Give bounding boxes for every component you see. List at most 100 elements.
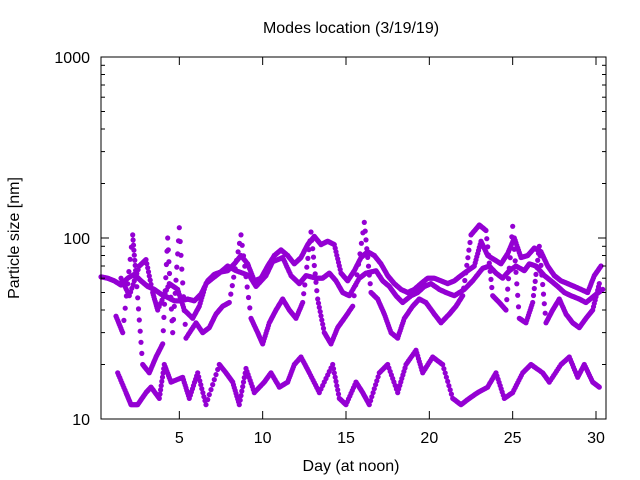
data-point: [335, 391, 342, 397]
data-point: [170, 316, 177, 323]
x-tick-label: 30: [587, 430, 605, 447]
data-point: [240, 379, 247, 385]
data-point: [156, 395, 162, 401]
data-point: [174, 264, 180, 270]
data-point: [511, 246, 517, 252]
data-point: [537, 253, 543, 259]
data-point: [460, 293, 466, 299]
data-point: [448, 391, 454, 397]
data-point: [311, 262, 317, 269]
data-point: [466, 247, 472, 253]
data-point: [308, 229, 314, 235]
data-point: [304, 264, 310, 270]
data-point: [146, 273, 152, 279]
data-point: [317, 309, 323, 315]
data-point: [315, 296, 321, 302]
data-point: [600, 286, 606, 292]
data-point: [530, 292, 537, 299]
data-point: [320, 325, 327, 331]
data-point: [365, 254, 371, 260]
data-point: [363, 237, 369, 243]
data-point: [159, 374, 166, 380]
data-point: [355, 261, 362, 267]
data-point: [143, 257, 149, 263]
data-point: [362, 228, 368, 234]
data-point: [365, 263, 372, 269]
data-point: [130, 232, 136, 238]
data-point: [503, 307, 509, 313]
data-point: [357, 251, 363, 257]
data-point: [540, 281, 546, 288]
data-point: [147, 277, 153, 283]
data-point: [484, 236, 490, 242]
data-point: [244, 284, 250, 290]
data-point: [208, 387, 214, 393]
data-point: [130, 237, 136, 243]
data-point: [126, 269, 132, 275]
data-point: [241, 375, 247, 381]
data-point: [485, 244, 491, 250]
data-point: [542, 310, 548, 316]
data-point: [200, 390, 206, 396]
data-point: [161, 301, 168, 307]
data-point: [149, 285, 155, 291]
data-point: [504, 297, 510, 303]
data-point: [302, 282, 308, 288]
data-point: [158, 383, 164, 389]
data-point: [145, 265, 151, 271]
data-point: [314, 288, 320, 294]
data-point: [120, 330, 126, 336]
data-point: [206, 392, 212, 398]
plot-frame: [100, 56, 607, 420]
data-point: [465, 255, 471, 261]
data-point: [316, 304, 322, 310]
data-point: [138, 339, 144, 345]
data-point: [447, 387, 453, 393]
data-point: [370, 390, 376, 396]
data-point: [240, 253, 247, 259]
data-point: [512, 258, 518, 264]
data-point: [171, 303, 177, 309]
data-point: [173, 277, 179, 283]
data-point: [301, 291, 307, 297]
data-point: [160, 328, 166, 334]
data-point: [505, 276, 512, 282]
data-point: [531, 285, 537, 292]
data-point: [368, 398, 374, 404]
data-point: [166, 259, 172, 265]
data-point: [205, 397, 211, 403]
data-point: [237, 397, 243, 403]
data-point: [596, 281, 602, 287]
data-point: [235, 249, 241, 255]
x-tick-label: 15: [337, 430, 355, 447]
data-point: [148, 281, 154, 287]
data-point: [144, 261, 150, 267]
y-axis-label: Particle size [nm]: [6, 177, 23, 299]
data-point: [332, 374, 338, 380]
data-point: [485, 252, 492, 258]
data-point: [247, 305, 253, 311]
data-point: [229, 283, 235, 289]
data-point: [330, 361, 336, 368]
data-point: [319, 317, 325, 323]
data-point: [177, 238, 183, 245]
data-point: [170, 330, 176, 336]
data-point: [163, 275, 169, 281]
y-tick-label: 1000: [54, 50, 90, 67]
data-point: [309, 237, 315, 243]
data-point: [157, 391, 163, 397]
data-point: [510, 223, 516, 229]
data-point: [178, 252, 184, 258]
data-point: [201, 394, 207, 400]
data-point: [441, 366, 447, 372]
data-point: [198, 382, 204, 388]
data-point: [236, 402, 242, 408]
data-point: [535, 257, 541, 263]
data-point: [320, 321, 326, 327]
data-point: [445, 378, 451, 384]
data-point: [121, 317, 127, 323]
data-point: [196, 374, 202, 380]
data-point: [350, 303, 356, 309]
data-point: [367, 281, 373, 287]
data-point: [315, 300, 322, 306]
